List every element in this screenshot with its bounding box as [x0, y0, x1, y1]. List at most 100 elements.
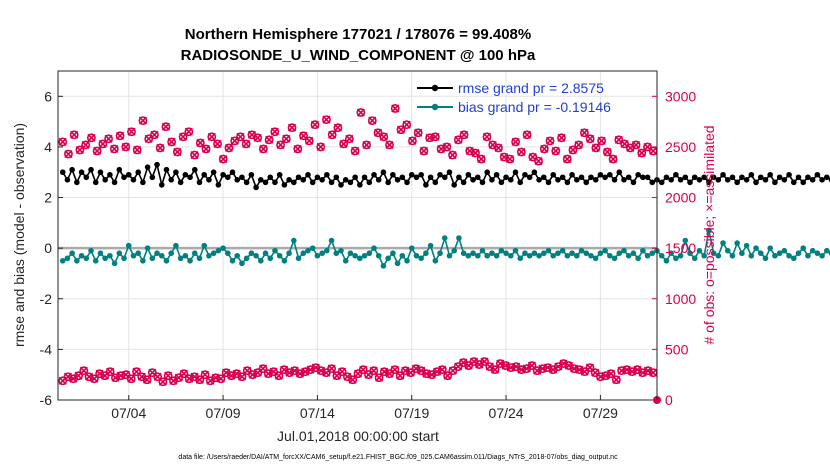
obs-assimilated-cross-b	[338, 367, 347, 376]
obs-possible-cross-b	[121, 142, 130, 151]
obs-possible-cross-b	[597, 136, 606, 145]
bias-point	[649, 250, 656, 257]
obs-possible-cross-b	[620, 139, 629, 148]
rmse-point	[602, 174, 608, 181]
obs-possible-circle	[545, 136, 555, 146]
bias-point	[668, 250, 674, 257]
bias-point	[493, 252, 500, 259]
bias-point	[574, 252, 580, 259]
rmse-point	[83, 174, 90, 181]
rmse-point	[88, 166, 94, 173]
bias-point	[673, 255, 679, 262]
obs-assimilated-circle	[327, 364, 337, 374]
y-tick-label: 6	[44, 88, 52, 104]
obs-possible-circle	[620, 139, 629, 149]
rmse-point	[309, 179, 316, 186]
obs-possible-circle	[631, 140, 641, 150]
obs-possible-cross-b	[316, 142, 325, 151]
obs-possible-circle	[287, 123, 297, 133]
rmse-point	[564, 179, 571, 186]
obs-possible-point	[138, 116, 148, 126]
obs-possible-cross-b	[190, 150, 199, 160]
obs-assimilated-cross-b	[311, 363, 320, 372]
obs-possible-point	[304, 136, 314, 146]
obs-possible-point	[580, 128, 589, 138]
bias-point	[691, 255, 698, 262]
obs-possible-point	[471, 148, 480, 158]
obs-possible-point	[293, 144, 303, 154]
rmse-point	[295, 174, 302, 181]
obs-possible-circle	[402, 120, 412, 130]
rmse-point	[408, 171, 415, 178]
obs-assimilated-cross-b	[559, 359, 568, 368]
rmse-point	[385, 179, 391, 186]
y2-tick-label: 1000	[665, 291, 696, 307]
obs-assimilated-circle	[126, 374, 136, 384]
obs-possible-circle	[241, 139, 251, 149]
obs-possible-cross-b	[368, 116, 377, 125]
bias-point	[602, 247, 608, 254]
obs-possible-circle	[172, 147, 182, 157]
rmse-point	[404, 179, 410, 186]
rmse-point	[545, 179, 552, 186]
obs-possible-cross-b	[58, 137, 67, 146]
obs-possible-point	[213, 139, 222, 149]
obs-possible-point	[81, 140, 91, 150]
obs-assimilated-circle	[348, 375, 358, 385]
obs-possible-circle	[138, 116, 148, 126]
obs-possible-point	[591, 143, 601, 153]
obs-possible-circle	[585, 134, 595, 144]
rmse-point	[644, 174, 651, 181]
bias-point	[342, 258, 349, 264]
bias-point	[550, 252, 557, 259]
rmse-point	[673, 171, 679, 178]
rmse-point	[517, 179, 524, 186]
obs-possible-circle	[75, 145, 85, 155]
rmse-point	[456, 174, 462, 181]
rmse-point	[144, 164, 151, 170]
obs-assimilated-cross-b	[527, 361, 537, 370]
tick-marks	[58, 95, 657, 401]
obs-possible-cross-b	[93, 146, 102, 156]
bias-point	[324, 247, 330, 254]
obs-possible-cross-b	[305, 136, 314, 145]
obs-possible-circle	[390, 104, 400, 113]
obs-possible-circle	[367, 116, 377, 126]
bias-point	[224, 250, 231, 257]
obs-possible-point	[448, 150, 457, 160]
rmse-point	[753, 179, 759, 186]
obs-assimilated-cross-b	[606, 369, 616, 378]
bias-point	[588, 252, 594, 259]
bias-point	[607, 252, 613, 259]
obs-possible-cross-b	[603, 147, 612, 157]
obs-possible-point	[545, 136, 555, 146]
obs-assimilated-cross-b	[622, 365, 631, 374]
bias-point	[78, 252, 85, 259]
obs-possible-point	[333, 123, 343, 133]
bias-point	[385, 255, 391, 262]
rmse-point	[111, 179, 118, 186]
bias-point	[314, 252, 321, 259]
obs-possible-circle	[505, 154, 515, 164]
obs-assimilated-cross-b	[121, 370, 131, 379]
obs-possible-point	[413, 128, 423, 138]
obs-assimilated-cross-b	[63, 372, 73, 381]
bias-point	[710, 250, 717, 257]
obs-possible-circle	[528, 152, 538, 162]
bias-point	[206, 252, 212, 259]
rmse-point	[706, 179, 712, 186]
rmse-point	[465, 171, 472, 178]
obs-possible-cross-b	[161, 122, 170, 131]
obs-possible-cross-b	[591, 143, 600, 153]
obs-assimilated-cross-b	[575, 365, 584, 374]
obs-assimilated-circle	[79, 366, 89, 376]
obs-possible-point	[104, 134, 113, 144]
obs-possible-point	[631, 140, 641, 150]
bias-point	[663, 258, 670, 264]
obs-possible-cross-b	[379, 132, 388, 141]
bias-point	[734, 240, 740, 246]
bias-point	[578, 247, 585, 254]
rmse-point	[413, 174, 420, 181]
bias-point	[116, 250, 123, 257]
obs-possible-point	[86, 133, 96, 143]
